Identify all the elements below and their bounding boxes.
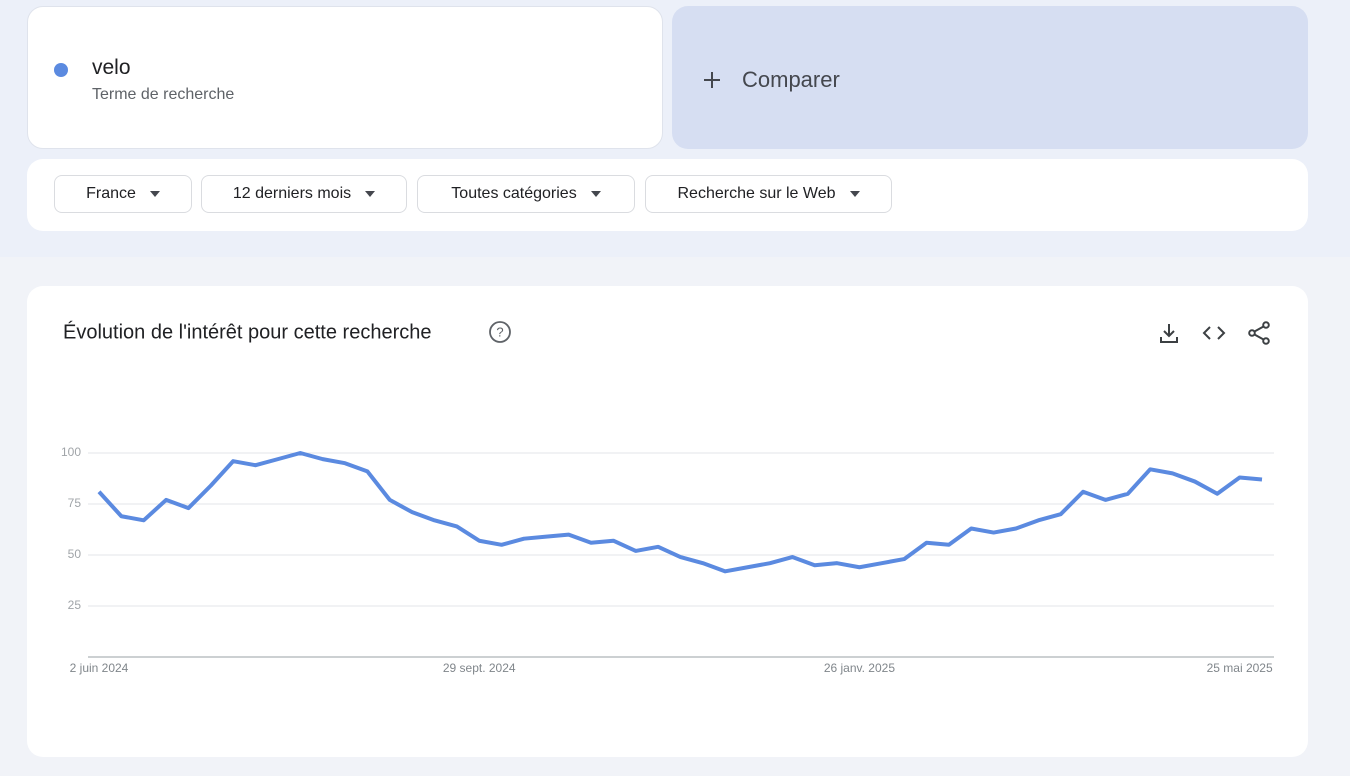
svg-text:?: ? bbox=[496, 324, 503, 339]
filter-dropdown[interactable]: Toutes catégories bbox=[417, 175, 635, 213]
y-tick-label: 100 bbox=[61, 445, 81, 459]
y-tick-label: 25 bbox=[68, 598, 82, 612]
filter-dropdown[interactable]: Recherche sur le Web bbox=[645, 175, 892, 213]
embed-icon[interactable] bbox=[1202, 326, 1226, 340]
plus-icon bbox=[704, 72, 720, 88]
chart-card: Évolution de l'intérêt pour cette recher… bbox=[27, 286, 1308, 757]
filter-label: 12 derniers mois bbox=[232, 185, 352, 202]
compare-button[interactable]: Comparer bbox=[672, 6, 1308, 149]
help-icon[interactable]: ? bbox=[489, 321, 511, 343]
x-tick-label: 2 juin 2024 bbox=[70, 661, 129, 675]
y-tick-label: 75 bbox=[68, 496, 82, 510]
y-tick-label: 50 bbox=[68, 547, 82, 561]
chart: Évolution de l'intérêt pour cette recher… bbox=[61, 320, 1274, 675]
x-tick-label: 29 sept. 2024 bbox=[443, 661, 516, 675]
search-term: velo bbox=[92, 56, 131, 79]
filter-label: Recherche sur le Web bbox=[677, 185, 836, 202]
filter-label: France bbox=[86, 185, 136, 202]
filter-dropdown[interactable]: 12 derniers mois bbox=[201, 175, 407, 213]
share-icon[interactable] bbox=[1248, 321, 1270, 345]
download-icon[interactable] bbox=[1160, 324, 1178, 343]
compare-label: Comparer bbox=[742, 67, 840, 92]
search-term-type: Terme de recherche bbox=[92, 86, 235, 103]
x-tick-label: 26 janv. 2025 bbox=[824, 661, 895, 675]
x-tick-label: 25 mai 2025 bbox=[1207, 661, 1273, 675]
series-line bbox=[97, 451, 1263, 574]
series-dot bbox=[54, 63, 68, 77]
filter-dropdown[interactable]: France bbox=[54, 175, 192, 213]
chart-title: Évolution de l'intérêt pour cette recher… bbox=[63, 320, 431, 343]
filter-label: Toutes catégories bbox=[451, 185, 577, 202]
filter-bar: France 12 derniers mois Toutes catégorie… bbox=[27, 159, 1308, 231]
search-term-card[interactable]: velo Terme de recherche bbox=[27, 6, 663, 149]
